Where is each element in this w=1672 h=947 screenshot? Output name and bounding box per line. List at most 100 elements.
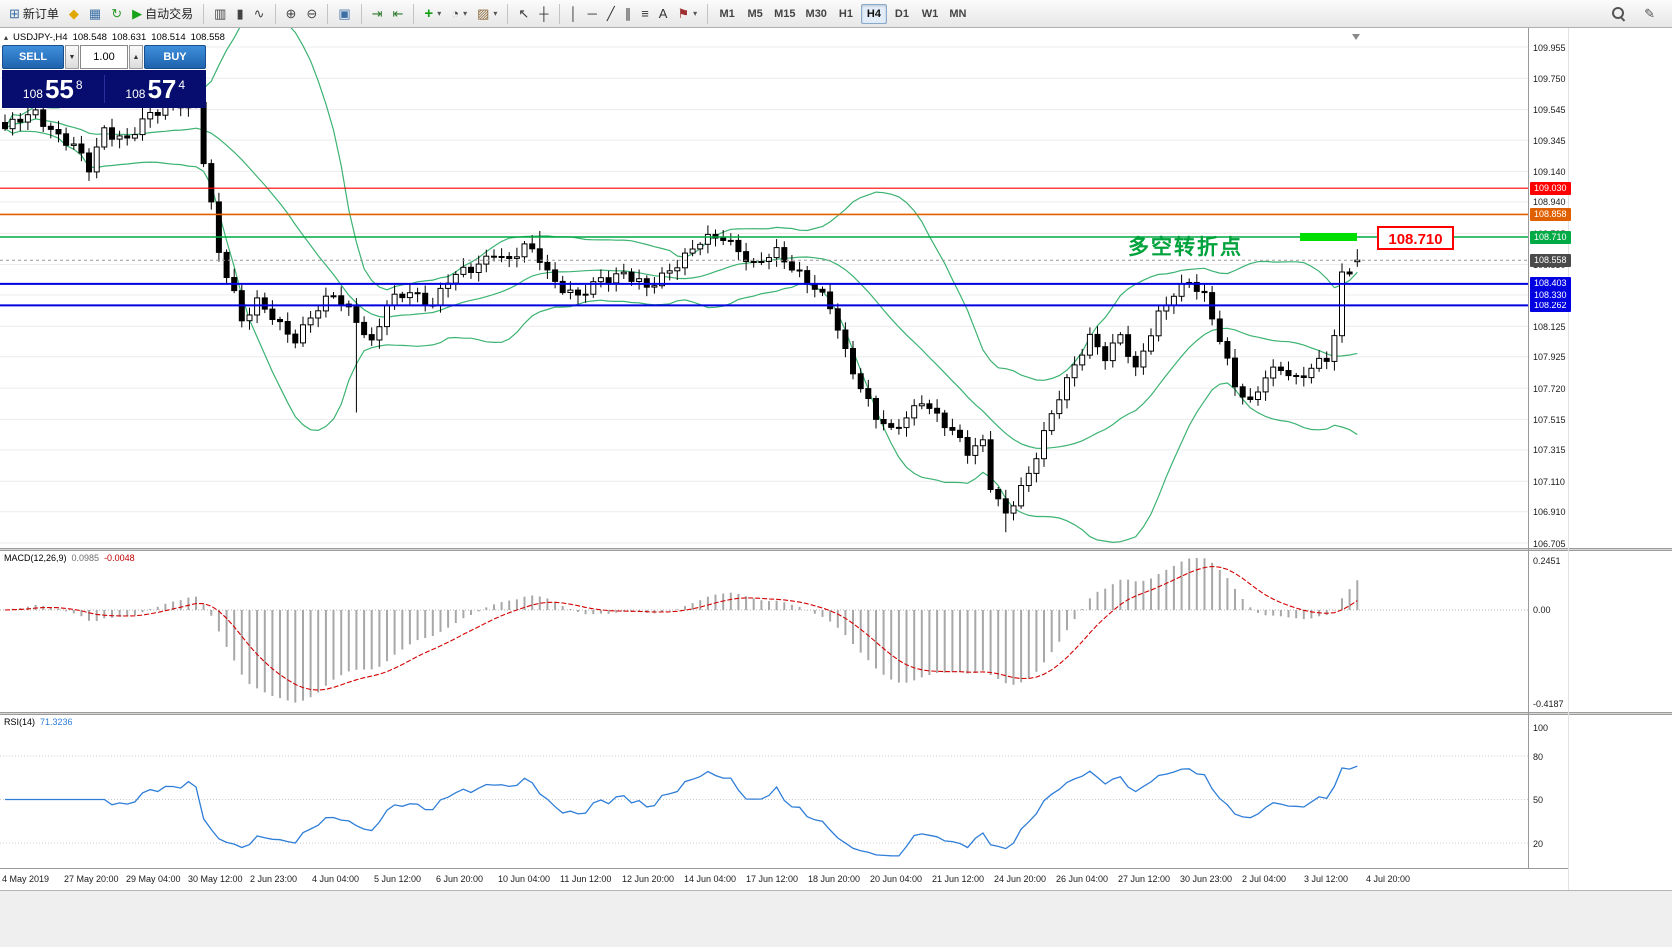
- price-tick-label: 107.720: [1533, 383, 1566, 394]
- market-watch-button[interactable]: ▦: [84, 3, 106, 25]
- horizontal-line-icon: ─: [587, 6, 597, 21]
- time-label: 5 Jun 12:00: [374, 874, 422, 884]
- sell-price-big: 55: [44, 74, 74, 104]
- toolbar-separator: [707, 3, 709, 24]
- new-order-button[interactable]: ⊞ 新订单: [4, 3, 64, 25]
- macd-indicator-label: MACD(12,26,9) 0.0985 -0.0048: [4, 553, 135, 563]
- price-chart-canvas[interactable]: [0, 28, 1528, 548]
- price-badge: 108.262: [1530, 298, 1571, 312]
- collapse-icon[interactable]: ▴: [4, 33, 9, 42]
- refresh-button[interactable]: ↻: [106, 3, 127, 25]
- text-icon: A: [658, 6, 668, 21]
- panel-separator-macd[interactable]: [0, 548, 1672, 551]
- rsi-axis-label: 20: [1533, 838, 1544, 849]
- price-badge: 108.710: [1530, 230, 1571, 244]
- timeframe-h4-button[interactable]: H4: [860, 3, 887, 24]
- lot-decrease-button[interactable]: ▼: [65, 45, 79, 69]
- timeframe-m5-button[interactable]: M5: [742, 4, 768, 24]
- time-label: 2 Jun 23:00: [250, 874, 298, 884]
- channel-button[interactable]: ∥: [620, 3, 637, 25]
- horizontal-line-button[interactable]: ─: [583, 3, 602, 25]
- candlestick-chart-button[interactable]: ▮: [231, 3, 248, 25]
- crosshair-button[interactable]: ┼: [534, 3, 553, 25]
- text-button[interactable]: A: [654, 3, 673, 25]
- periods-icon: ◔: [451, 6, 460, 21]
- macd-axis-label: 0.2451: [1533, 556, 1561, 566]
- line-chart-icon: ∿: [253, 6, 265, 21]
- templates-button[interactable]: ▨ ▾: [472, 3, 502, 25]
- price-badge: 109.030: [1530, 181, 1571, 195]
- chart-shift-button[interactable]: ⇤: [388, 3, 409, 25]
- chart-shift-marker[interactable]: [1352, 34, 1360, 40]
- cursor-button[interactable]: ↖: [513, 3, 534, 25]
- toolbar-separator: [327, 3, 329, 24]
- annotation-text[interactable]: 多空转折点: [1128, 236, 1243, 259]
- auto-trading-icon: ▶: [132, 6, 143, 21]
- arrows-button[interactable]: ⚑ ▾: [672, 3, 702, 25]
- timeframe-m30-button[interactable]: M30: [802, 4, 831, 24]
- macd-axis-label: 0.00: [1533, 605, 1551, 615]
- timeframe-w1-button[interactable]: W1: [917, 4, 943, 24]
- price-label-box[interactable]: 108.710: [1377, 226, 1454, 250]
- price-badge: 108.558: [1530, 253, 1571, 267]
- lot-increase-button[interactable]: ▲: [129, 45, 143, 69]
- price-tick-label: 106.705: [1533, 538, 1566, 549]
- edit-button[interactable]: ✎: [1639, 3, 1660, 25]
- tile-windows-button[interactable]: ▣: [333, 3, 355, 25]
- time-label: 4 Jun 04:00: [312, 874, 360, 884]
- price-tick-label: 106.910: [1533, 507, 1566, 518]
- sell-button[interactable]: SELL: [2, 45, 64, 69]
- zoom-out-button[interactable]: ⊖: [301, 3, 322, 25]
- zoom-out-icon: ⊖: [306, 6, 318, 21]
- channel-icon: ∥: [624, 6, 632, 21]
- panel-separator-rsi[interactable]: [0, 712, 1672, 715]
- timeframe-mn-button[interactable]: MN: [945, 4, 971, 24]
- timeframe-m15-button[interactable]: M15: [770, 4, 799, 24]
- toolbar-separator: [360, 3, 362, 24]
- window-right-edge: [1568, 28, 1569, 890]
- highlight-bar[interactable]: [1300, 233, 1357, 241]
- macd-canvas[interactable]: [0, 551, 1528, 712]
- fibonacci-button[interactable]: ≡: [636, 3, 654, 25]
- zoom-in-button[interactable]: ⊕: [281, 3, 302, 25]
- vertical-line-button[interactable]: │: [565, 3, 583, 25]
- timeframe-m1-button[interactable]: M1: [714, 4, 740, 24]
- timeframe-d1-button[interactable]: D1: [889, 4, 915, 24]
- price-badge: 108.403: [1530, 277, 1571, 291]
- price-tick-label: 107.315: [1533, 445, 1566, 456]
- time-label: 29 May 04:00: [126, 874, 181, 884]
- one-click-controls: SELL ▼ ▲ BUY: [2, 45, 206, 69]
- auto-scroll-button[interactable]: ⇥: [367, 3, 388, 25]
- price-tick-label: 109.955: [1533, 42, 1566, 53]
- line-chart-button[interactable]: ∿: [249, 3, 270, 25]
- bar-chart-button[interactable]: ▥: [209, 3, 231, 25]
- profile-button[interactable]: ◆: [64, 3, 84, 25]
- trendline-icon: ╱: [606, 6, 615, 21]
- price-badge: 108.858: [1530, 207, 1571, 221]
- time-label: 21 Jun 12:00: [932, 874, 985, 884]
- price-tick-label: 107.925: [1533, 352, 1566, 363]
- lot-size-input[interactable]: [80, 45, 128, 69]
- search-button[interactable]: [1606, 3, 1631, 25]
- rsi-canvas[interactable]: [0, 715, 1528, 868]
- cursor-icon: ↖: [518, 6, 530, 21]
- trendline-button[interactable]: ╱: [602, 3, 620, 25]
- window-bottom-strip: [0, 890, 1672, 947]
- fibonacci-icon: ≡: [641, 6, 649, 21]
- buy-button[interactable]: BUY: [144, 45, 206, 69]
- indicators-button[interactable]: + ▾: [419, 3, 446, 25]
- periods-button[interactable]: ◔ ▾: [446, 3, 472, 25]
- rsi-axis-label: 80: [1533, 751, 1544, 762]
- rsi-value: 71.3236: [40, 717, 73, 727]
- auto-trading-button[interactable]: ▶ 自动交易: [127, 3, 198, 25]
- time-label: 24 Jun 20:00: [994, 874, 1047, 884]
- time-label: 20 Jun 04:00: [870, 874, 923, 884]
- macd-name: MACD(12,26,9): [4, 553, 67, 563]
- toolbar-separator: [274, 3, 276, 24]
- time-label: 18 Jun 20:00: [808, 874, 861, 884]
- sell-price-pip: 8: [75, 78, 83, 92]
- toolbar-separator: [558, 3, 560, 24]
- auto-scroll-icon: ⇥: [371, 6, 383, 21]
- time-axis[interactable]: 4 May 2019 27 May 20:00 29 May 04:00 30 May…: [0, 868, 1568, 891]
- timeframe-h1-button[interactable]: H1: [833, 4, 859, 24]
